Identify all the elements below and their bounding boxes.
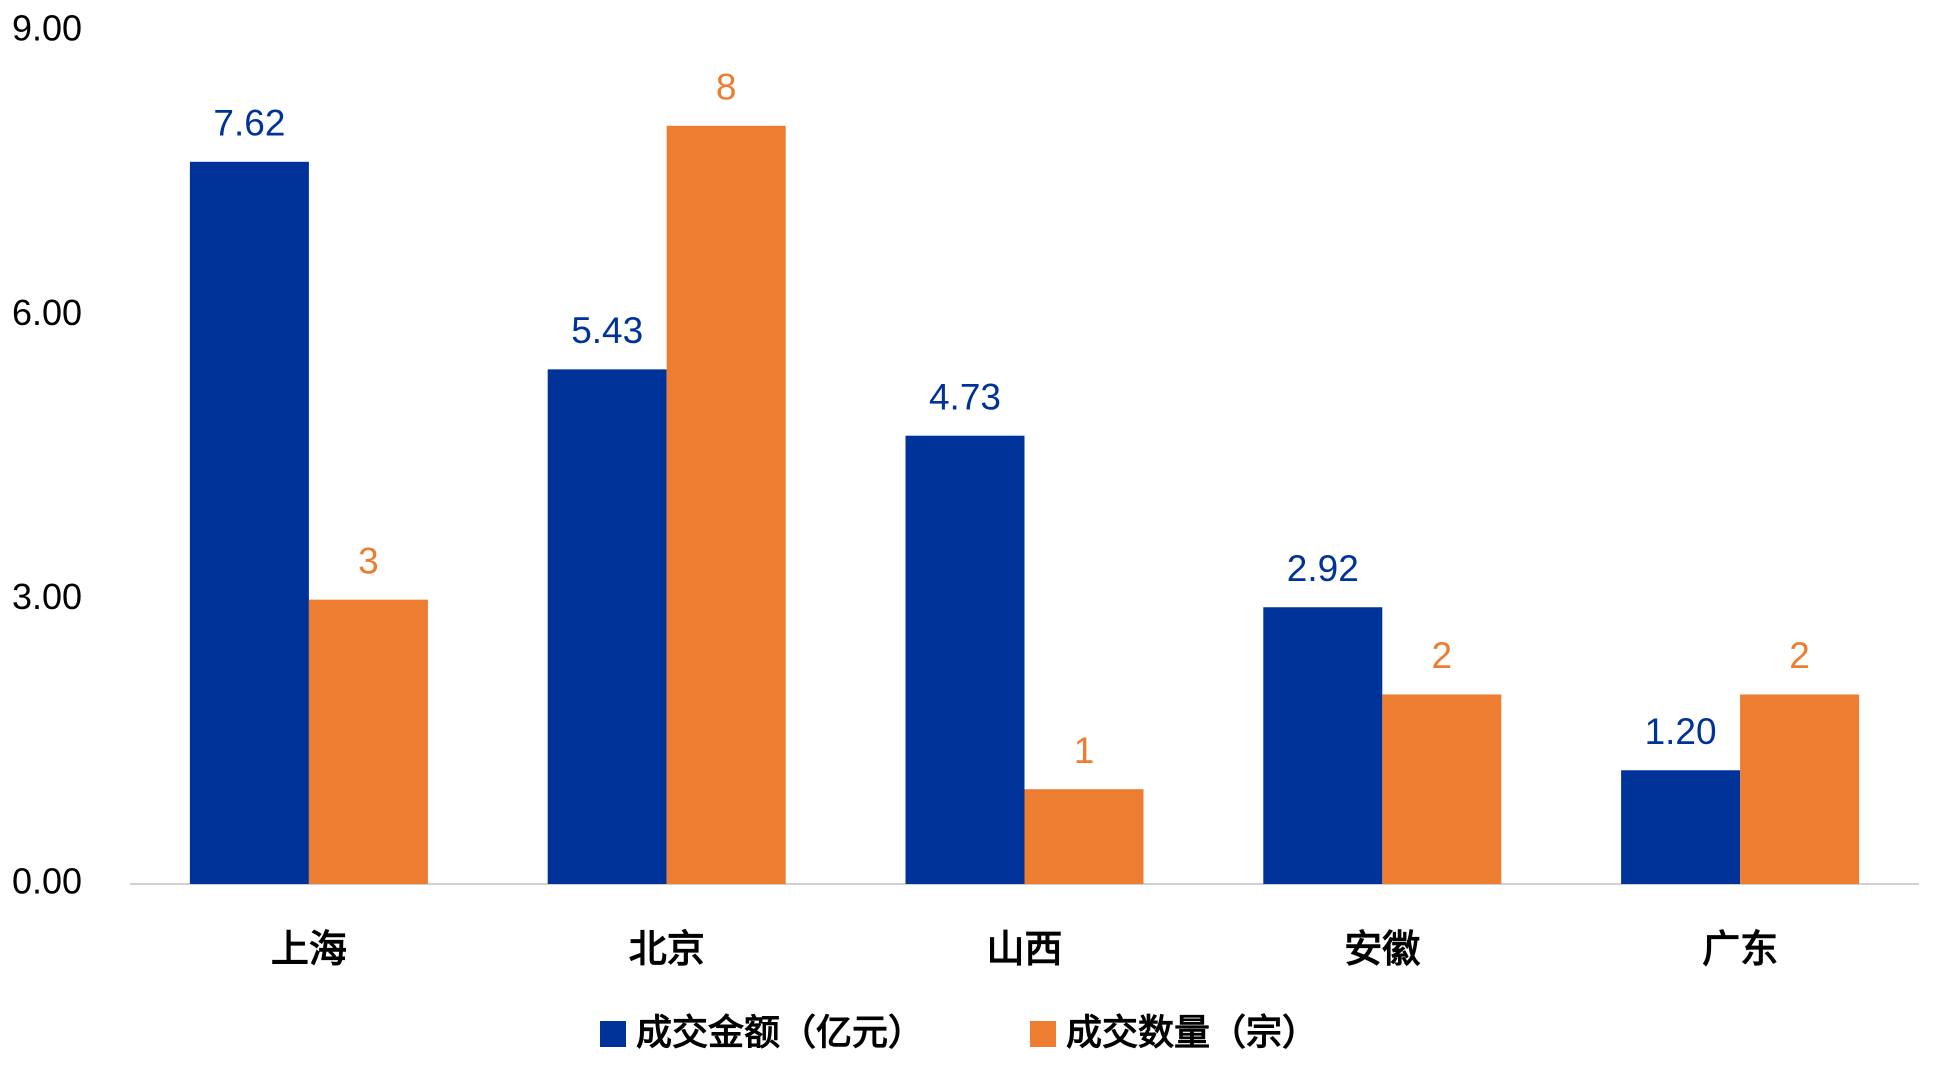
x-tick-label: 上海 (271, 929, 347, 971)
value-label: 5.43 (571, 310, 643, 351)
value-label: 1 (1074, 730, 1095, 771)
bar (308, 599, 428, 884)
value-label: 1.20 (1645, 711, 1717, 752)
value-label: 3 (358, 540, 379, 581)
y-tick-label: 3.00 (12, 576, 82, 617)
x-tick-label: 山西 (986, 929, 1062, 971)
y-tick-label: 9.00 (12, 8, 82, 49)
bar (1382, 694, 1502, 884)
bar (1024, 789, 1144, 884)
bar (1621, 770, 1741, 884)
value-label: 2.92 (1287, 548, 1359, 589)
bar (1263, 607, 1383, 884)
value-label: 2 (1432, 635, 1453, 676)
bar (905, 435, 1025, 884)
value-label: 4.73 (929, 376, 1001, 417)
x-tick-label: 广东 (1702, 929, 1778, 971)
legend-label: 成交数量（宗） (1066, 1012, 1318, 1053)
y-tick-label: 0.00 (12, 861, 82, 902)
legend-swatch (1030, 1021, 1056, 1047)
bar (189, 161, 309, 884)
x-tick-label: 北京 (629, 929, 705, 971)
y-tick-label: 6.00 (12, 292, 82, 333)
value-label: 8 (716, 67, 737, 108)
bar (547, 369, 667, 884)
bar (1740, 694, 1860, 884)
value-label: 7.62 (213, 103, 285, 144)
legend-label: 成交金额（亿元） (636, 1012, 924, 1053)
legend-swatch (600, 1021, 626, 1047)
bar (666, 125, 786, 885)
value-label: 2 (1789, 635, 1810, 676)
x-tick-label: 安徽 (1344, 929, 1421, 971)
